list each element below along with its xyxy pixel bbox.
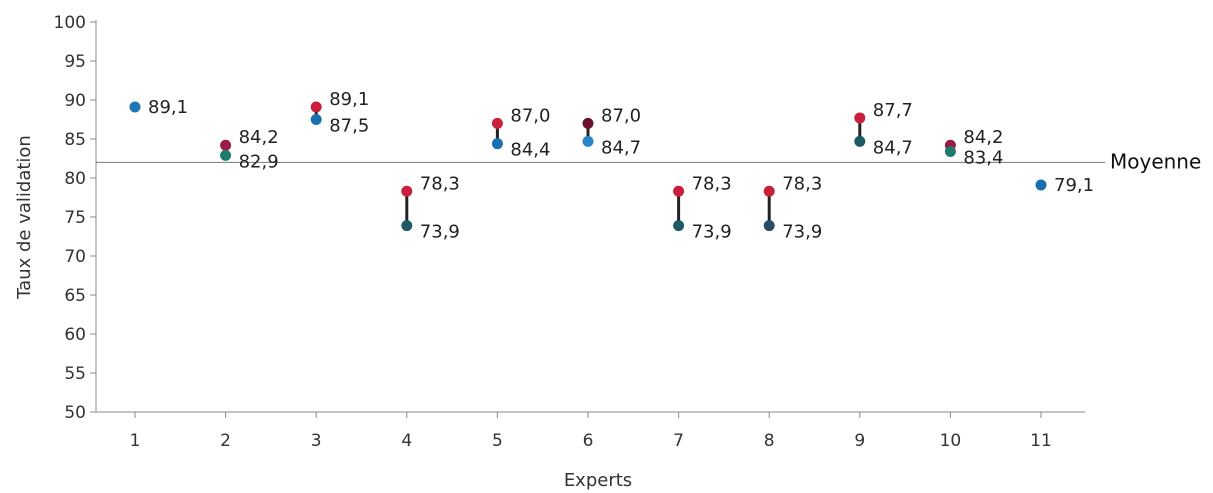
data-label: 84,2 <box>239 127 279 148</box>
y-tick-label: 75 <box>64 208 86 228</box>
data-marks: 89,184,282,989,187,578,373,987,084,487,0… <box>129 89 1094 243</box>
y-tick-label: 55 <box>64 364 86 384</box>
data-point <box>401 220 413 232</box>
y-tick-label: 100 <box>54 13 86 33</box>
expert-11-group: 79,1 <box>1035 175 1094 196</box>
y-tick-label: 60 <box>64 325 86 345</box>
data-point <box>854 135 866 147</box>
moyenne-label: Moyenne <box>1110 149 1201 173</box>
data-label: 87,5 <box>329 116 369 137</box>
data-label: 87,0 <box>601 105 641 126</box>
data-label: 78,3 <box>420 173 460 194</box>
expert-7-group: 78,3 73,9 <box>673 173 732 243</box>
y-tick-label: 95 <box>64 52 86 72</box>
x-tick-label: 10 <box>940 431 962 451</box>
data-point <box>582 117 594 129</box>
x-tick-label: 5 <box>492 431 503 451</box>
data-label: 89,1 <box>329 89 369 110</box>
y-tick-label: 70 <box>64 247 86 267</box>
expert-1-group: 89,1 <box>129 97 188 118</box>
data-label: 89,1 <box>148 97 188 118</box>
data-label: 84,7 <box>873 137 913 158</box>
data-label: 79,1 <box>1054 175 1094 196</box>
data-point <box>582 135 594 147</box>
expert-6-group: 87,0 84,7 <box>582 105 641 158</box>
expert-4-group: 78,3 73,9 <box>401 173 460 243</box>
data-point <box>854 112 866 124</box>
data-point <box>763 220 775 232</box>
data-point <box>310 114 322 125</box>
x-axis-title: Experts <box>564 470 632 491</box>
data-point <box>673 185 685 197</box>
x-tick-label: 2 <box>220 431 231 451</box>
data-point <box>310 101 322 113</box>
data-label: 73,9 <box>782 222 822 243</box>
x-tick-label: 7 <box>673 431 684 451</box>
expert-5-group: 87,0 84,4 <box>491 105 550 161</box>
y-tick-label: 85 <box>64 130 86 150</box>
expert-3-group: 89,1 87,5 <box>310 89 369 137</box>
data-point <box>220 149 232 161</box>
expert-10-group: 84,283,4 <box>944 127 1003 168</box>
data-point <box>673 220 685 232</box>
data-label: 87,0 <box>510 105 550 126</box>
x-tick-label: 4 <box>401 431 412 451</box>
axes: 50 55 60 65 70 75 80 85 90 95 100 1 2 3 4 5 6 7 8 9 10 11 <box>54 13 1085 451</box>
expert-2-group: 84,2 82,9 <box>220 127 279 172</box>
data-label: 78,3 <box>782 173 822 194</box>
data-point <box>763 185 775 197</box>
y-axis-title: Taux de validation <box>14 135 35 300</box>
data-point <box>491 138 503 150</box>
y-tick-label: 65 <box>64 286 86 306</box>
data-label: 82,9 <box>239 151 279 172</box>
data-point <box>1035 179 1047 191</box>
x-tick-label: 1 <box>130 431 141 451</box>
expert-8-group: 78,3 73,9 <box>763 173 822 243</box>
data-label: 84,7 <box>601 137 641 158</box>
x-tick-label: 6 <box>583 431 594 451</box>
data-label: 84,2 <box>963 127 1003 148</box>
expert-9-group: 87,7 84,7 <box>854 100 913 158</box>
data-point <box>401 185 413 197</box>
y-tick-label: 80 <box>64 169 86 189</box>
data-label: 87,7 <box>873 100 913 121</box>
x-tick-label: 11 <box>1030 431 1052 451</box>
x-tick-label: 8 <box>764 431 775 451</box>
data-label: 83,4 <box>963 147 1003 168</box>
data-point <box>129 101 141 113</box>
data-label: 78,3 <box>692 173 732 194</box>
y-tick-label: 50 <box>64 403 86 423</box>
data-label: 73,9 <box>692 222 732 243</box>
data-point <box>944 145 956 157</box>
x-tick-label: 3 <box>311 431 322 451</box>
x-tick-label: 9 <box>854 431 865 451</box>
data-point <box>220 139 232 151</box>
reference-line-group: Moyenne <box>96 149 1201 173</box>
data-label: 84,4 <box>510 140 550 161</box>
data-label: 73,9 <box>420 222 460 243</box>
y-tick-label: 90 <box>64 91 86 111</box>
data-point <box>491 117 503 129</box>
